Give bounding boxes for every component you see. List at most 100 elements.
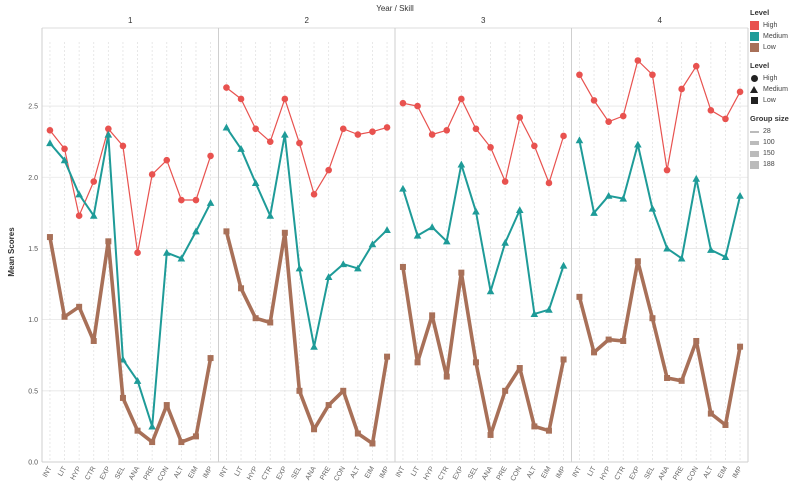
x-tick-label: IMP: [379, 465, 391, 480]
y-tick-label: 0.0: [28, 460, 38, 467]
legend-size-item-100[interactable]: 100: [750, 137, 798, 148]
x-tick-label: IMP: [732, 465, 744, 480]
data-point-low: [296, 387, 303, 394]
data-point-medium: [133, 377, 142, 384]
data-point-low: [545, 427, 552, 434]
data-point-low: [163, 402, 170, 409]
legend-shape-item-medium[interactable]: Medium: [750, 84, 798, 95]
data-point-medium: [501, 238, 509, 246]
data-point-high: [678, 85, 685, 93]
legend-color-item-low[interactable]: Low: [750, 42, 798, 53]
data-point-low: [354, 430, 361, 437]
x-tick-label: CTR: [614, 466, 627, 482]
data-point-medium: [162, 248, 171, 256]
legend-size-label-188: 188: [763, 161, 775, 168]
data-point-low: [531, 423, 538, 430]
data-point-low: [458, 269, 465, 276]
data-point-low: [384, 353, 391, 360]
series-line-low: [577, 259, 742, 427]
legend-color-item-medium[interactable]: Medium: [750, 31, 798, 42]
data-point-high: [576, 71, 583, 79]
data-point-high: [487, 144, 494, 151]
data-point-high: [178, 196, 185, 204]
data-point-high: [237, 95, 245, 103]
x-tick-label: ALT: [173, 465, 186, 480]
data-point-high: [663, 166, 671, 174]
series-line-high: [49, 128, 212, 254]
data-point-low: [678, 377, 685, 384]
data-point-medium: [251, 179, 260, 186]
legend-size-item-188[interactable]: 188: [750, 159, 798, 170]
data-point-medium: [721, 253, 730, 261]
data-point-low: [267, 319, 274, 326]
legend-size-label-100: 100: [763, 139, 775, 146]
data-point-medium: [545, 305, 553, 313]
data-point-low: [664, 375, 671, 381]
legend-shape-label-high: High: [763, 75, 778, 82]
data-point-low: [605, 336, 612, 343]
panel-label: 2: [305, 16, 310, 25]
legend-color-item-high[interactable]: High: [750, 20, 798, 31]
series-line-low: [48, 236, 213, 444]
x-tick-label: INT: [218, 465, 230, 479]
data-point-high: [707, 107, 715, 114]
x-tick-label: HYP: [599, 465, 612, 481]
data-point-high: [501, 178, 509, 185]
data-point-high: [119, 142, 127, 150]
data-point-low: [134, 427, 141, 434]
data-point-medium: [428, 223, 436, 231]
legend-shape-item-high[interactable]: High: [750, 73, 798, 84]
y-tick-label: 1.0: [28, 317, 38, 324]
data-point-high: [458, 95, 465, 103]
data-point-low: [61, 313, 68, 320]
series-line-high: [226, 87, 388, 195]
series-line-medium: [225, 126, 388, 348]
legend-shape-item-low[interactable]: Low: [750, 95, 798, 106]
data-point-high: [605, 118, 612, 126]
x-tick-label: INT: [42, 465, 54, 479]
data-point-high: [590, 97, 598, 104]
x-tick-label: EIM: [717, 465, 729, 479]
data-point-low: [325, 402, 332, 409]
legend-size-item-28[interactable]: 28: [750, 126, 798, 137]
size-bar-icon: [750, 140, 759, 145]
series-line-high: [578, 59, 741, 171]
x-tick-label: CTR: [437, 466, 450, 482]
x-tick-label: LIT: [57, 465, 68, 478]
data-point-low: [90, 337, 97, 344]
legend-swatch-low: [750, 43, 759, 52]
data-point-medium: [648, 204, 657, 212]
x-tick-label: ANA: [128, 465, 141, 481]
panel-label: 1: [128, 16, 133, 25]
legend-size-title: Group size: [750, 114, 789, 123]
data-point-low: [46, 234, 53, 241]
data-point-low: [502, 387, 509, 394]
legend-size-item-150[interactable]: 150: [750, 148, 798, 159]
data-point-medium: [413, 231, 422, 239]
data-point-high: [163, 156, 171, 164]
data-point-high: [414, 102, 421, 110]
x-tick-label: CON: [510, 466, 524, 483]
data-point-medium: [295, 264, 304, 272]
data-point-medium: [399, 184, 407, 192]
size-bar-icon: [750, 130, 759, 133]
data-point-high: [619, 112, 627, 120]
legend-swatch-medium: [750, 32, 759, 41]
data-point-medium: [383, 226, 391, 233]
data-point-medium: [663, 244, 671, 252]
data-point-high: [90, 178, 98, 185]
x-tick-label: HYP: [70, 465, 83, 481]
data-point-medium: [590, 209, 598, 216]
data-point-high: [325, 166, 332, 174]
data-point-medium: [368, 240, 377, 248]
legend-shape-label-low: Low: [763, 97, 776, 104]
data-point-high: [354, 131, 362, 138]
legend-shape-block: Level High Medium Low: [750, 61, 798, 106]
x-tick-label: CON: [333, 466, 347, 483]
data-point-medium: [692, 174, 701, 182]
data-point-low: [105, 238, 112, 245]
x-tick-label: PRE: [672, 465, 685, 481]
data-point-medium: [559, 261, 568, 269]
data-point-medium: [222, 123, 231, 131]
